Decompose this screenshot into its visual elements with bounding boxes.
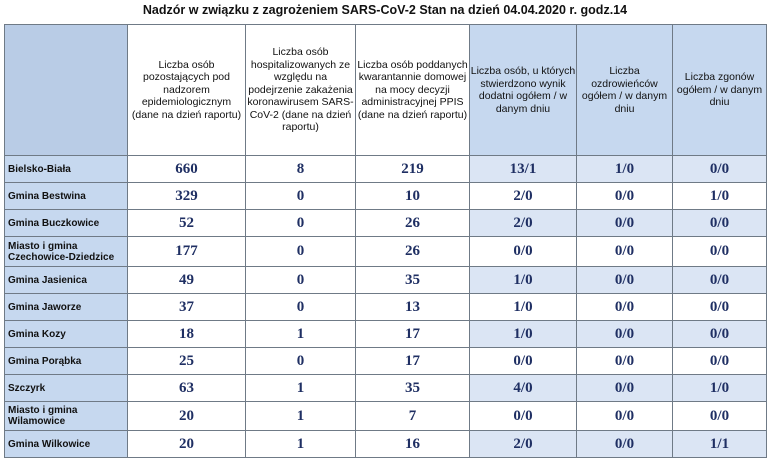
header-row: Liczba osób pozostających pod nadzorem e…	[4, 24, 767, 156]
cell-positive-cases: 0/0	[469, 401, 577, 431]
table-row: Gmina Buczkowice 52 0 26 2/0 0/0 0/0	[4, 209, 767, 237]
cell-recovered: 0/0	[576, 182, 673, 210]
cell-hospitalized: 0	[245, 266, 356, 294]
cell-deaths: 0/0	[672, 236, 767, 267]
cell-positive-cases: 2/0	[469, 430, 577, 458]
cell-deaths: 1/0	[672, 182, 767, 210]
cell-hospitalized: 1	[245, 401, 356, 431]
cell-deaths: 0/0	[672, 209, 767, 237]
header-corner	[4, 24, 128, 156]
cell-hospitalized: 0	[245, 209, 356, 237]
row-name: Gmina Kozy	[4, 320, 128, 348]
row-name: Gmina Bestwina	[4, 182, 128, 210]
cell-deaths: 0/0	[672, 401, 767, 431]
cell-home-quarantine: 16	[355, 430, 470, 458]
row-name: Szczyrk	[4, 374, 128, 402]
row-name: Miasto i gmina Wilamowice	[4, 401, 128, 431]
header-under-supervision: Liczba osób pozostających pod nadzorem e…	[127, 24, 246, 156]
cell-positive-cases: 4/0	[469, 374, 577, 402]
cell-under-supervision: 49	[127, 266, 246, 294]
cell-recovered: 1/0	[576, 155, 673, 183]
cell-positive-cases: 2/0	[469, 209, 577, 237]
cell-home-quarantine: 7	[355, 401, 470, 431]
cell-recovered: 0/0	[576, 236, 673, 267]
cell-under-supervision: 37	[127, 293, 246, 321]
table-row: Gmina Kozy 18 1 17 1/0 0/0 0/0	[4, 320, 767, 348]
cell-recovered: 0/0	[576, 401, 673, 431]
cell-home-quarantine: 13	[355, 293, 470, 321]
cell-hospitalized: 0	[245, 293, 356, 321]
cell-deaths: 0/0	[672, 347, 767, 375]
surveillance-table: Liczba osób pozostających pod nadzorem e…	[4, 24, 767, 458]
cell-hospitalized: 8	[245, 155, 356, 183]
table-row: Gmina Jaworze 37 0 13 1/0 0/0 0/0	[4, 293, 767, 321]
cell-positive-cases: 1/0	[469, 266, 577, 294]
cell-home-quarantine: 219	[355, 155, 470, 183]
cell-under-supervision: 63	[127, 374, 246, 402]
header-hospitalized: Liczba osób hospitalizowanych ze względu…	[245, 24, 356, 156]
header-home-quarantine: Liczba osób poddanych kwarantannie domow…	[355, 24, 470, 156]
row-name: Gmina Buczkowice	[4, 209, 128, 237]
table-row: Gmina Jasienica 49 0 35 1/0 0/0 0/0	[4, 266, 767, 294]
cell-home-quarantine: 26	[355, 209, 470, 237]
cell-hospitalized: 0	[245, 236, 356, 267]
row-name: Gmina Jasienica	[4, 266, 128, 294]
table-row: Miasto i gmina Wilamowice 20 1 7 0/0 0/0…	[4, 401, 767, 431]
cell-home-quarantine: 35	[355, 374, 470, 402]
cell-positive-cases: 13/1	[469, 155, 577, 183]
cell-positive-cases: 1/0	[469, 293, 577, 321]
table-row: Gmina Bestwina 329 0 10 2/0 0/0 1/0	[4, 182, 767, 210]
cell-recovered: 0/0	[576, 209, 673, 237]
cell-positive-cases: 2/0	[469, 182, 577, 210]
cell-under-supervision: 52	[127, 209, 246, 237]
row-name: Gmina Porąbka	[4, 347, 128, 375]
cell-home-quarantine: 17	[355, 320, 470, 348]
cell-hospitalized: 1	[245, 320, 356, 348]
header-recovered: Liczba ozdrowieńców ogółem / w danym dni…	[576, 24, 673, 156]
header-positive-cases: Liczba osób, u których stwierdzono wynik…	[469, 24, 577, 156]
cell-home-quarantine: 10	[355, 182, 470, 210]
table-row: Szczyrk 63 1 35 4/0 0/0 1/0	[4, 374, 767, 402]
cell-recovered: 0/0	[576, 374, 673, 402]
cell-under-supervision: 20	[127, 401, 246, 431]
cell-hospitalized: 1	[245, 374, 356, 402]
table-row: Miasto i gmina Czechowice-Dziedzice 177 …	[4, 236, 767, 267]
cell-home-quarantine: 17	[355, 347, 470, 375]
page-title: Nadzór w związku z zagrożeniem SARS-CoV-…	[142, 3, 628, 17]
cell-hospitalized: 0	[245, 182, 356, 210]
cell-recovered: 0/0	[576, 293, 673, 321]
cell-under-supervision: 660	[127, 155, 246, 183]
table-row: Gmina Wilkowice 20 1 16 2/0 0/0 1/1	[4, 430, 767, 458]
cell-deaths: 1/1	[672, 430, 767, 458]
cell-under-supervision: 18	[127, 320, 246, 348]
cell-under-supervision: 20	[127, 430, 246, 458]
cell-recovered: 0/0	[576, 320, 673, 348]
cell-positive-cases: 0/0	[469, 347, 577, 375]
row-name: Miasto i gmina Czechowice-Dziedzice	[4, 236, 128, 267]
cell-deaths: 0/0	[672, 266, 767, 294]
cell-home-quarantine: 26	[355, 236, 470, 267]
cell-home-quarantine: 35	[355, 266, 470, 294]
cell-deaths: 0/0	[672, 155, 767, 183]
cell-under-supervision: 177	[127, 236, 246, 267]
row-name: Bielsko-Biała	[4, 155, 128, 183]
cell-positive-cases: 0/0	[469, 236, 577, 267]
table-row: Gmina Porąbka 25 0 17 0/0 0/0 0/0	[4, 347, 767, 375]
cell-under-supervision: 329	[127, 182, 246, 210]
row-name: Gmina Jaworze	[4, 293, 128, 321]
cell-hospitalized: 0	[245, 347, 356, 375]
header-deaths: Liczba zgonów ogółem / w danym dniu	[672, 24, 767, 156]
table-row: Bielsko-Biała 660 8 219 13/1 1/0 0/0	[4, 155, 767, 183]
cell-hospitalized: 1	[245, 430, 356, 458]
cell-positive-cases: 1/0	[469, 320, 577, 348]
cell-under-supervision: 25	[127, 347, 246, 375]
cell-deaths: 0/0	[672, 320, 767, 348]
cell-recovered: 0/0	[576, 347, 673, 375]
cell-recovered: 0/0	[576, 266, 673, 294]
cell-deaths: 1/0	[672, 374, 767, 402]
row-name: Gmina Wilkowice	[4, 430, 128, 458]
cell-deaths: 0/0	[672, 293, 767, 321]
cell-recovered: 0/0	[576, 430, 673, 458]
